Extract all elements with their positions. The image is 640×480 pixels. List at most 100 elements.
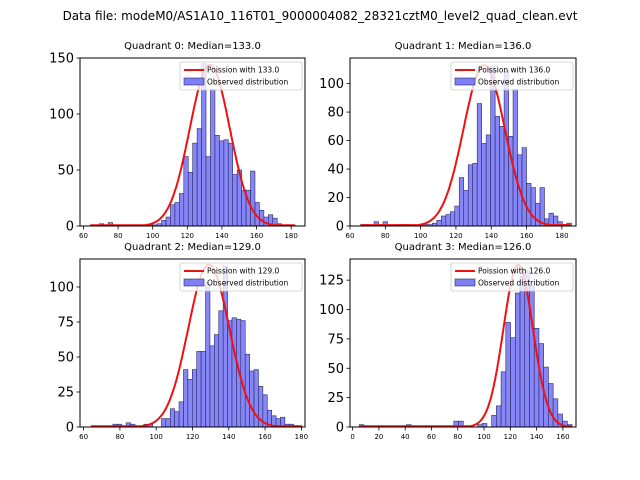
- histogram-bar: [441, 215, 447, 227]
- histogram-bar: [472, 163, 478, 227]
- histogram-bar: [192, 142, 198, 227]
- histogram-bar: [214, 334, 220, 428]
- x-tick-label: 100: [150, 433, 163, 441]
- legend-box: [450, 61, 574, 91]
- histogram-bar: [219, 140, 225, 227]
- legend: Poission with 133.0 Observed distribution: [179, 61, 303, 91]
- x-tick-label: 40: [401, 433, 410, 441]
- legend-entry-observed: Observed distribution: [207, 78, 288, 87]
- histogram-bar: [491, 414, 497, 428]
- y-tick-label: 0: [336, 220, 344, 235]
- axes-frame: [349, 258, 577, 428]
- histogram-bar: [476, 103, 482, 227]
- legend-entry-poisson: Poission with 133.0: [207, 66, 280, 75]
- histogram-bar: [521, 147, 527, 227]
- histogram-bar: [496, 405, 502, 428]
- x-tick-label: 140: [485, 232, 498, 240]
- x-tick-label: 180: [284, 232, 297, 240]
- poisson-curve: [359, 263, 573, 428]
- x-tick-label: 120: [181, 232, 194, 240]
- y-tick-label: 150: [49, 52, 74, 67]
- x-tick-label: 60: [79, 232, 88, 240]
- y-tick-label: 25: [327, 391, 344, 406]
- subplot-title: Quadrant 0: Median=133.0: [124, 41, 261, 52]
- x-tick-label: 140: [222, 433, 235, 441]
- histogram-bar: [227, 142, 234, 227]
- x-tick-label: 180: [555, 232, 568, 240]
- histogram-bar: [514, 292, 521, 428]
- x-tick-label: 160: [258, 433, 271, 441]
- histogram-bar: [183, 369, 189, 428]
- histogram-bar: [490, 66, 496, 227]
- histogram-bar: [174, 202, 180, 227]
- histogram-bar: [205, 156, 211, 227]
- x-tick-label: 120: [186, 433, 199, 441]
- histogram-bar: [209, 345, 215, 428]
- histogram-bar: [223, 139, 229, 227]
- histogram-bars: [358, 270, 573, 428]
- legend-bar-swatch: [454, 278, 476, 287]
- x-tick-label: 160: [520, 232, 533, 240]
- histogram-bar: [244, 353, 250, 428]
- histogram-bars: [360, 66, 572, 227]
- histogram-bar: [178, 401, 184, 428]
- histogram-bar: [449, 211, 456, 227]
- x-tick-label: 60: [346, 232, 355, 240]
- y-tick-label: 20: [327, 191, 344, 206]
- histogram-bar: [187, 379, 193, 428]
- histogram-bar: [205, 282, 211, 428]
- y-tick-label: 125: [319, 274, 344, 289]
- legend-box: [450, 262, 574, 292]
- histogram-bar: [187, 171, 193, 227]
- y-tick-label: 80: [327, 106, 344, 121]
- legend: Poission with 129.0 Observed distribution: [179, 262, 303, 292]
- x-tick-label: 80: [381, 232, 390, 240]
- histogram-bar: [512, 89, 518, 227]
- subplot-title: Quadrant 1: Median=136.0: [395, 41, 532, 52]
- x-tick-label: 160: [556, 433, 569, 441]
- y-tick-label: 75: [327, 332, 344, 347]
- legend-bar-swatch: [183, 77, 205, 86]
- figure-suptitle: Data file: modeM0/AS1A10_116T01_90000040…: [63, 9, 578, 23]
- histogram-bar: [174, 411, 180, 428]
- histogram-bar: [240, 320, 246, 428]
- x-tick-label: 100: [477, 433, 490, 441]
- histogram-bar: [218, 310, 224, 428]
- histogram-bars: [90, 63, 296, 227]
- x-tick-label: 120: [504, 433, 517, 441]
- subplot-quadrant-3: Quadrant 3: Median=126.0 0 20 40 60 80 100 120 1…: [319, 242, 577, 441]
- histogram-bar: [169, 408, 175, 428]
- legend-box: [179, 61, 303, 91]
- histogram-bar: [458, 177, 465, 227]
- x-tick-label: 60: [79, 433, 88, 441]
- histogram-bar: [231, 317, 237, 428]
- y-tick-label: 0: [336, 421, 344, 436]
- histogram-bar: [445, 214, 451, 227]
- histogram-bar: [210, 89, 216, 227]
- legend-bar-swatch: [454, 77, 476, 86]
- y-tick-label: 50: [327, 362, 344, 377]
- axes-frame: [349, 57, 577, 227]
- x-tick-label: 100: [414, 232, 427, 240]
- histogram-bar: [481, 143, 487, 227]
- y-tick-label: 50: [57, 351, 74, 366]
- x-tick-label: 100: [146, 232, 159, 240]
- histogram-bar: [196, 351, 202, 428]
- x-tick-label: 60: [427, 433, 436, 441]
- histogram-bar: [165, 418, 171, 428]
- x-tick-label: 80: [115, 433, 124, 441]
- histogram-bar: [494, 116, 500, 227]
- legend-bar-swatch: [183, 278, 205, 287]
- histogram-bar: [499, 126, 505, 227]
- histogram-bar: [250, 170, 256, 227]
- y-tick-label: 75: [57, 316, 74, 331]
- y-tick-label: 100: [49, 108, 74, 123]
- histogram-bar: [249, 370, 255, 428]
- x-tick-label: 80: [114, 232, 123, 240]
- histogram-bar: [179, 193, 185, 227]
- y-tick-label: 100: [319, 303, 344, 318]
- histogram-bar: [510, 337, 516, 428]
- histogram-bar: [183, 156, 189, 227]
- histogram-bar: [519, 276, 526, 428]
